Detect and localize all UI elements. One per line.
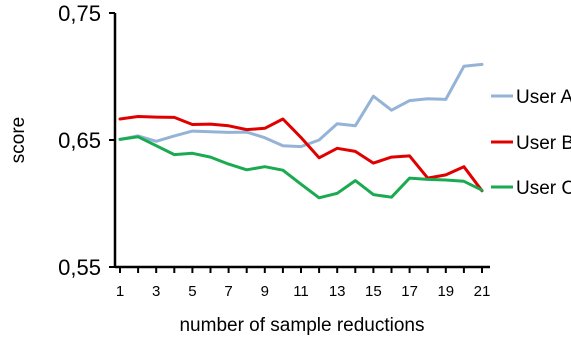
legend: User A User B User C	[491, 87, 571, 199]
y-axis-title: score	[8, 117, 29, 163]
x-tick-label: 15	[365, 283, 382, 300]
x-tick-label: 19	[437, 283, 454, 300]
x-tick-label: 5	[188, 283, 196, 300]
x-tick-label: 7	[224, 283, 232, 300]
x-tick-label: 1	[116, 283, 124, 300]
x-tick-label: 13	[329, 283, 346, 300]
x-ticks: 1 3 5 7 9 11 13 15 17 19 21	[116, 267, 491, 300]
x-tick-label: 17	[401, 283, 418, 300]
y-ticks: 0,55 0,65 0,75	[58, 1, 115, 280]
x-tick-label: 11	[293, 283, 309, 300]
series-line-user-b	[118, 115, 484, 193]
series-line-user-c	[118, 135, 484, 200]
series-lines	[118, 62, 484, 200]
y-tick-label: 0,55	[58, 255, 101, 280]
x-tick-label: 21	[474, 283, 491, 300]
legend-label: User B	[516, 133, 571, 154]
x-tick-label: 9	[261, 283, 269, 300]
x-tick-label: 3	[152, 283, 160, 300]
series-line-user-a	[118, 62, 484, 149]
y-tick-label: 0,65	[58, 128, 101, 153]
legend-label: User A	[516, 87, 571, 108]
y-tick-label: 0,75	[58, 1, 101, 26]
x-axis-title: number of sample reductions	[179, 315, 424, 336]
legend-label: User C	[516, 178, 571, 199]
